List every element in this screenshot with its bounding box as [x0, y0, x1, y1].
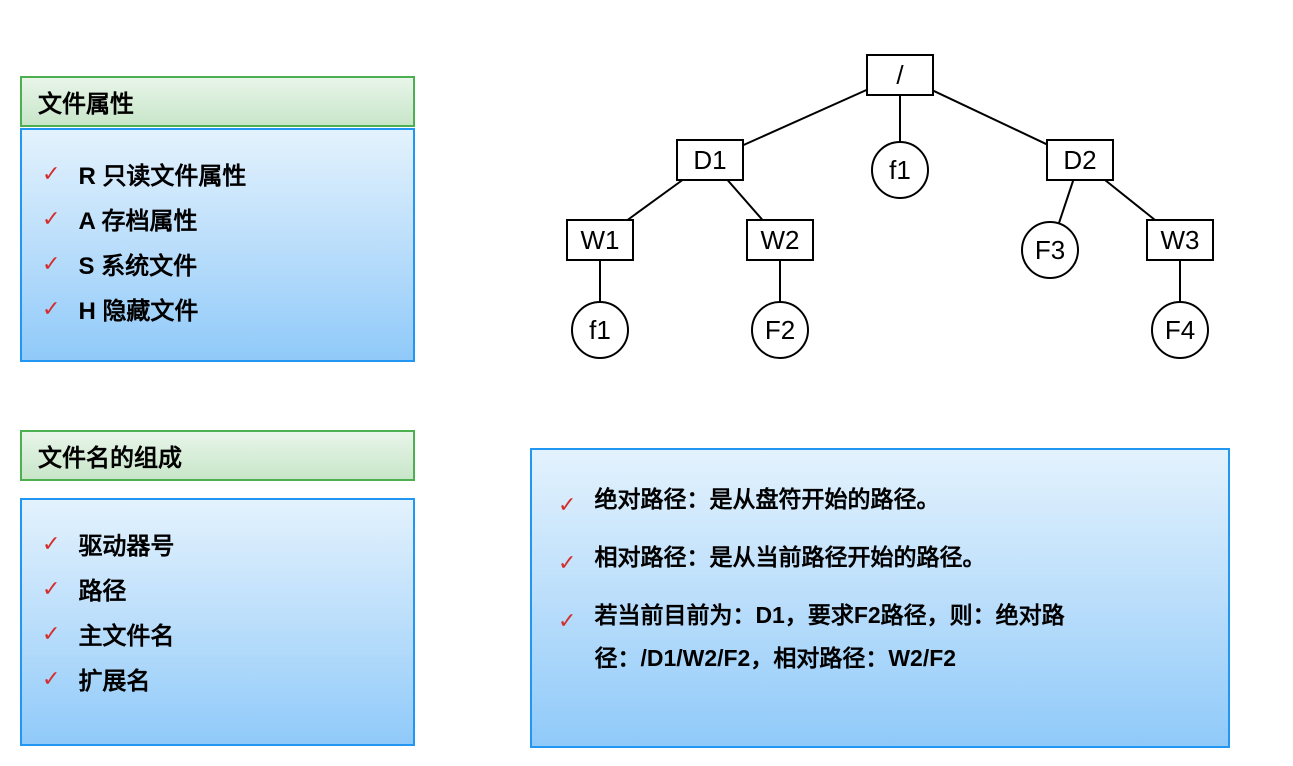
path-text: 绝对路径：是从盘符开始的路径。	[594, 478, 939, 522]
attributes-title: 文件属性	[38, 91, 134, 118]
tree-node-label: /	[896, 60, 904, 90]
tree-edge	[933, 91, 1047, 145]
tree-node-label: f1	[889, 155, 911, 185]
check-icon: ✓	[42, 666, 60, 692]
tree-node-label: f1	[589, 315, 611, 345]
fname-item-0: ✓ 驱动器号	[42, 526, 393, 561]
check-icon: ✓	[558, 542, 576, 584]
attr-text: A 存档属性	[78, 201, 197, 236]
directory-tree: / D1 f1 D2 W1 W2 F3 W3 f1 F2 F4	[520, 40, 1260, 370]
tree-edge	[1105, 180, 1155, 220]
filename-header: 文件名的组成	[20, 430, 415, 481]
paths-body: ✓ 绝对路径：是从盘符开始的路径。 ✓ 相对路径：是从当前路径开始的路径。 ✓ …	[530, 448, 1230, 748]
tree-edge	[628, 180, 683, 220]
tree-node-label: W1	[581, 225, 620, 255]
check-icon: ✓	[42, 161, 60, 187]
attr-text: S 系统文件	[78, 246, 197, 281]
attr-item-1: ✓ A 存档属性	[42, 201, 393, 236]
fname-item-2: ✓ 主文件名	[42, 616, 393, 651]
fname-item-1: ✓ 路径	[42, 571, 393, 606]
fname-text: 扩展名	[78, 661, 150, 696]
tree-node-label: F2	[765, 315, 795, 345]
attributes-body: ✓ R 只读文件属性 ✓ A 存档属性 ✓ S 系统文件 ✓ H 隐藏文件	[20, 128, 415, 362]
attributes-header: 文件属性	[20, 76, 415, 127]
tree-node-label: W2	[761, 225, 800, 255]
tree-edge	[728, 180, 763, 220]
check-icon: ✓	[42, 531, 60, 557]
check-icon: ✓	[558, 484, 576, 526]
check-icon: ✓	[42, 206, 60, 232]
fname-text: 路径	[78, 571, 126, 606]
check-icon: ✓	[42, 621, 60, 647]
tree-edge	[1059, 180, 1073, 223]
tree-edge	[743, 90, 867, 145]
tree-node-label: W3	[1161, 225, 1200, 255]
path-text: 相对路径：是从当前路径开始的路径。	[594, 536, 985, 580]
path-item-2: ✓ 若当前目前为：D1，要求F2路径，则：绝对路径：/D1/W2/F2，相对路径…	[558, 594, 1202, 681]
filename-body: ✓ 驱动器号 ✓ 路径 ✓ 主文件名 ✓ 扩展名	[20, 498, 415, 746]
filename-title: 文件名的组成	[38, 445, 182, 472]
check-icon: ✓	[42, 576, 60, 602]
attr-text: H 隐藏文件	[78, 291, 198, 326]
attr-text: R 只读文件属性	[78, 156, 246, 191]
path-item-1: ✓ 相对路径：是从当前路径开始的路径。	[558, 536, 1202, 584]
fname-item-3: ✓ 扩展名	[42, 661, 393, 696]
path-item-0: ✓ 绝对路径：是从盘符开始的路径。	[558, 478, 1202, 526]
tree-node-label: F4	[1165, 315, 1195, 345]
tree-node-label: D1	[693, 145, 726, 175]
tree-node-label: D2	[1063, 145, 1096, 175]
path-text: 若当前目前为：D1，要求F2路径，则：绝对路径：/D1/W2/F2，相对路径：W…	[594, 594, 1202, 681]
fname-text: 驱动器号	[78, 526, 174, 561]
fname-text: 主文件名	[78, 616, 174, 651]
attr-item-0: ✓ R 只读文件属性	[42, 156, 393, 191]
check-icon: ✓	[42, 251, 60, 277]
check-icon: ✓	[558, 600, 576, 642]
attr-item-3: ✓ H 隐藏文件	[42, 291, 393, 326]
tree-node-label: F3	[1035, 235, 1065, 265]
check-icon: ✓	[42, 296, 60, 322]
attr-item-2: ✓ S 系统文件	[42, 246, 393, 281]
